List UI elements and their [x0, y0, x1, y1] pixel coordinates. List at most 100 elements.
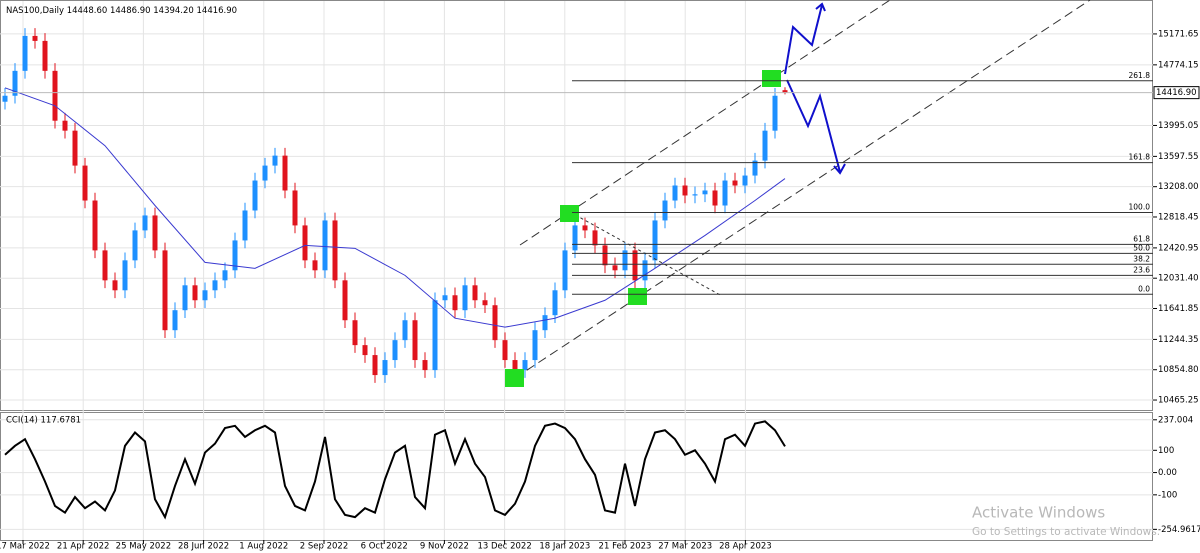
candle-body — [342, 280, 348, 321]
candle-body — [562, 250, 568, 291]
candle-body — [452, 295, 458, 311]
candle-body — [262, 165, 268, 181]
candle-body — [532, 330, 538, 361]
candle-body — [102, 250, 108, 281]
candle-body — [592, 230, 598, 246]
candle-body — [772, 95, 778, 131]
candle-body — [92, 200, 98, 251]
x-tick-label: 21 Feb 2023 — [599, 542, 652, 552]
fib-trend-line — [569, 211, 723, 297]
candle-body — [512, 360, 518, 371]
candle-body — [222, 270, 228, 281]
candle-body — [322, 220, 328, 271]
fib-label: 50.0 — [1133, 243, 1150, 252]
y-tick-label: 0.00 — [1158, 468, 1177, 478]
arrow-head — [833, 163, 846, 175]
x-tick-label: 17 Mar 2022 — [0, 542, 50, 552]
x-tick-label: 2 Sep 2022 — [300, 542, 348, 552]
y-tick-label: 14774.15 — [1158, 60, 1199, 70]
candle-body — [522, 360, 528, 371]
y-tick-label: 237.004 — [1158, 415, 1193, 425]
y-tick-label: 13208.00 — [1158, 182, 1199, 192]
pivot-box — [560, 205, 579, 222]
candle-body — [372, 355, 378, 376]
arrow-head — [815, 2, 826, 12]
y-tick-label: -100 — [1158, 490, 1177, 500]
y-tick-label: 13597.55 — [1158, 152, 1199, 162]
fib-label: 100.0 — [1129, 203, 1151, 212]
candle-body — [732, 180, 738, 186]
x-tick-label: 21 Apr 2022 — [57, 542, 110, 552]
symbol: NAS100,Daily — [6, 6, 64, 16]
x-tick-label: 27 Mar 2023 — [658, 542, 712, 552]
candle-body — [62, 120, 68, 131]
candle-body — [82, 165, 88, 201]
fib-label: 61.8 — [1133, 234, 1150, 243]
candle-body — [162, 250, 168, 331]
low: 14394.20 — [153, 6, 194, 16]
current-price-label: 14416.90 — [1156, 88, 1197, 98]
candle-body — [782, 90, 788, 93]
watermark-text: Go to Settings to activate Windows. — [972, 526, 1160, 538]
candle-body — [172, 310, 178, 331]
pivot-box — [628, 288, 647, 305]
y-tick-label: 100 — [1158, 446, 1174, 456]
candle-body — [692, 194, 698, 196]
candle-body — [422, 360, 428, 371]
high: 14486.90 — [110, 6, 151, 16]
candle-body — [252, 180, 258, 211]
candle-body — [2, 95, 8, 102]
candle-body — [752, 160, 758, 176]
candle-body — [472, 285, 478, 301]
open: 14448.60 — [67, 6, 108, 16]
projection-arrow — [784, 4, 823, 75]
candle-body — [142, 215, 148, 231]
candle-body — [232, 240, 238, 271]
channel-line — [519, 0, 891, 246]
cci-panel — [0, 412, 1153, 541]
candle-body — [572, 225, 578, 251]
y-tick-label: 15171.65 — [1158, 29, 1199, 39]
candle-body — [722, 180, 728, 206]
x-tick-label: 28 Jun 2022 — [178, 542, 229, 552]
main-panel — [0, 0, 1153, 411]
pivot-box — [505, 369, 524, 387]
candle-body — [382, 360, 388, 376]
close: 14416.90 — [197, 6, 238, 16]
candle-body — [362, 345, 368, 356]
candle-body — [612, 265, 618, 271]
y-tick-label: 10854.80 — [1158, 365, 1199, 375]
candle-body — [742, 175, 748, 186]
candle-body — [602, 245, 608, 266]
candle-body — [762, 130, 768, 161]
pivot-box — [762, 70, 781, 87]
candle-body — [312, 260, 318, 271]
channel-line — [514, 0, 1091, 379]
candle-body — [432, 300, 438, 371]
candle-body — [302, 225, 308, 261]
y-tick-label: -254.9617 — [1158, 525, 1200, 535]
x-tick-label: 1 Aug 2022 — [239, 542, 288, 552]
candle-body — [632, 250, 638, 281]
x-tick-label: 6 Oct 2022 — [361, 542, 408, 552]
x-tick-label: 18 Jan 2023 — [539, 542, 590, 552]
candle-body — [132, 230, 138, 261]
y-tick-label: 12031.40 — [1158, 274, 1199, 284]
x-tick-label: 28 Apr 2023 — [719, 542, 772, 552]
moving-average — [4, 87, 786, 328]
candle-body — [272, 155, 278, 166]
candle-body — [202, 290, 208, 301]
candle-body — [42, 40, 48, 71]
candle-body — [622, 250, 628, 271]
candle-body — [642, 260, 648, 281]
candle-body — [212, 280, 218, 291]
y-tick-label: 10465.25 — [1158, 396, 1199, 406]
fib-label: 0.0 — [1138, 284, 1150, 293]
fib-label: 38.2 — [1133, 254, 1150, 263]
candle-body — [242, 210, 248, 241]
candle-body — [542, 315, 548, 331]
candle-body — [122, 260, 128, 291]
candle-body — [672, 185, 678, 201]
